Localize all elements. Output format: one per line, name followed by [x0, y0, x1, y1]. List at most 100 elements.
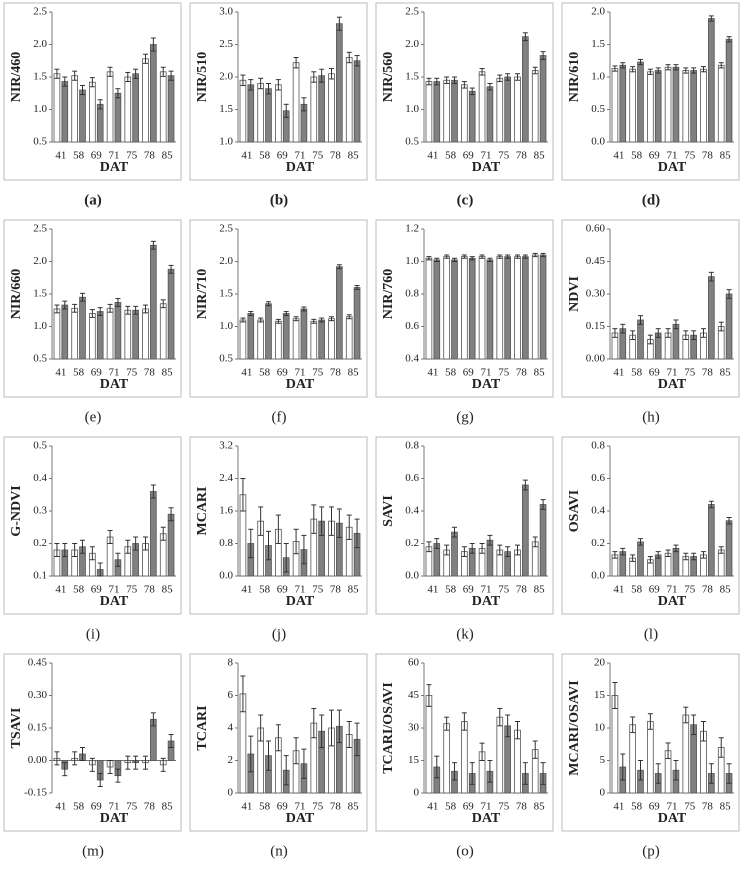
- x-tick-label: 41: [55, 801, 66, 813]
- error-bar: [329, 316, 335, 322]
- y-tick-label: 0.1: [33, 570, 47, 582]
- y-tick-label: 5: [600, 754, 606, 766]
- bar: [159, 71, 167, 143]
- error-bar: [293, 528, 299, 555]
- bar: [275, 320, 282, 360]
- error-bar: [515, 73, 521, 81]
- y-tick-label: 60: [408, 657, 420, 669]
- error-bar: [647, 68, 653, 75]
- error-bar: [168, 507, 174, 522]
- bar: [700, 68, 707, 143]
- x-axis-label: DAT: [100, 377, 129, 392]
- y-tick-label: 0.8: [591, 440, 605, 452]
- error-bar: [522, 762, 528, 785]
- x-tick-label: 58: [259, 584, 271, 596]
- error-bar: [115, 768, 121, 783]
- error-bar: [683, 67, 689, 74]
- x-tick-label: 71: [109, 367, 120, 379]
- bar: [353, 287, 361, 360]
- error-bar: [150, 240, 156, 250]
- x-axis-label: DAT: [658, 594, 687, 609]
- error-bar: [479, 543, 485, 554]
- x-tick-label: 78: [516, 367, 528, 379]
- y-tick-label: 0.0: [591, 570, 605, 582]
- error-bar: [726, 289, 732, 299]
- bar: [124, 76, 132, 143]
- error-bar: [612, 551, 618, 559]
- x-axis-label: DAT: [472, 377, 501, 392]
- y-tick-label: 0.6: [405, 472, 419, 484]
- error-bar: [301, 306, 307, 312]
- error-bar: [515, 544, 521, 556]
- error-bar: [240, 74, 246, 86]
- y-axis-label: NIR/560: [381, 52, 396, 103]
- bar: [522, 484, 529, 577]
- bar: [682, 70, 690, 143]
- panel: -0.15 0.00 0.15 0.30 0.45 41 58 69 71 75 78 85 TSAVI…: [3, 653, 182, 859]
- y-tick-label: 1.0: [405, 255, 419, 267]
- x-tick-label: 71: [295, 150, 306, 162]
- x-tick-label: 71: [667, 367, 678, 379]
- y-tick-label: 1.0: [33, 103, 47, 115]
- panel: 0.1 0.2 0.3 0.4 0.5 41 58 69 71 75 78 85 G-NDVI DAT (i…: [3, 436, 182, 642]
- x-tick-label: 58: [259, 150, 271, 162]
- x-axis-label: DAT: [658, 377, 687, 392]
- error-bar: [726, 763, 732, 784]
- error-bar: [107, 303, 113, 313]
- bar: [150, 244, 157, 360]
- bar: [486, 86, 494, 143]
- error-bar: [701, 721, 707, 742]
- bar: [79, 89, 86, 143]
- bar: [433, 81, 441, 143]
- panel-frame: [375, 219, 554, 398]
- error-bar: [434, 538, 440, 549]
- error-bar: [691, 714, 697, 735]
- y-tick-label: 1.5: [219, 103, 233, 115]
- caption: (g): [456, 409, 474, 425]
- bar: [150, 491, 157, 577]
- error-bar: [115, 298, 121, 307]
- x-tick-label: 58: [631, 367, 643, 379]
- x-tick-label: 58: [73, 801, 85, 813]
- error-bar: [683, 706, 689, 724]
- y-tick-label: 2.0: [591, 6, 605, 18]
- x-tick-label: 69: [463, 801, 475, 813]
- bar: [443, 79, 450, 143]
- x-tick-label: 69: [649, 584, 661, 596]
- bar: [637, 541, 644, 577]
- panel-frame: [561, 219, 740, 398]
- bar: [292, 62, 300, 143]
- panel-frame: [3, 653, 182, 832]
- y-tick-label: 0.2: [591, 537, 605, 549]
- x-tick-label: 75: [312, 801, 324, 813]
- bar: [257, 83, 264, 143]
- bar: [443, 723, 450, 794]
- error-bar: [637, 315, 643, 325]
- x-axis-label: DAT: [472, 160, 501, 175]
- caption: (l): [644, 626, 658, 642]
- error-bar: [630, 716, 636, 734]
- caption: (p): [642, 843, 660, 859]
- error-bar: [107, 530, 113, 544]
- error-bar: [336, 16, 342, 31]
- error-bar: [540, 252, 546, 258]
- bar: [328, 318, 335, 360]
- bar: [496, 716, 504, 794]
- x-tick-label: 41: [427, 150, 438, 162]
- bar: [265, 88, 272, 143]
- x-tick-label: 71: [481, 584, 492, 596]
- x-tick-label: 78: [144, 367, 156, 379]
- error-bar: [62, 76, 68, 87]
- error-bar: [354, 518, 360, 549]
- bar: [318, 75, 325, 143]
- bar: [717, 549, 725, 577]
- error-bar: [150, 37, 156, 52]
- bar: [300, 308, 308, 360]
- x-axis-label: DAT: [286, 594, 315, 609]
- error-bar: [72, 303, 78, 313]
- y-tick-label: 0.6: [405, 320, 419, 332]
- panel-frame: [3, 219, 182, 398]
- bar: [61, 304, 69, 360]
- error-bar: [461, 81, 467, 89]
- y-tick-label: 1.5: [405, 71, 419, 83]
